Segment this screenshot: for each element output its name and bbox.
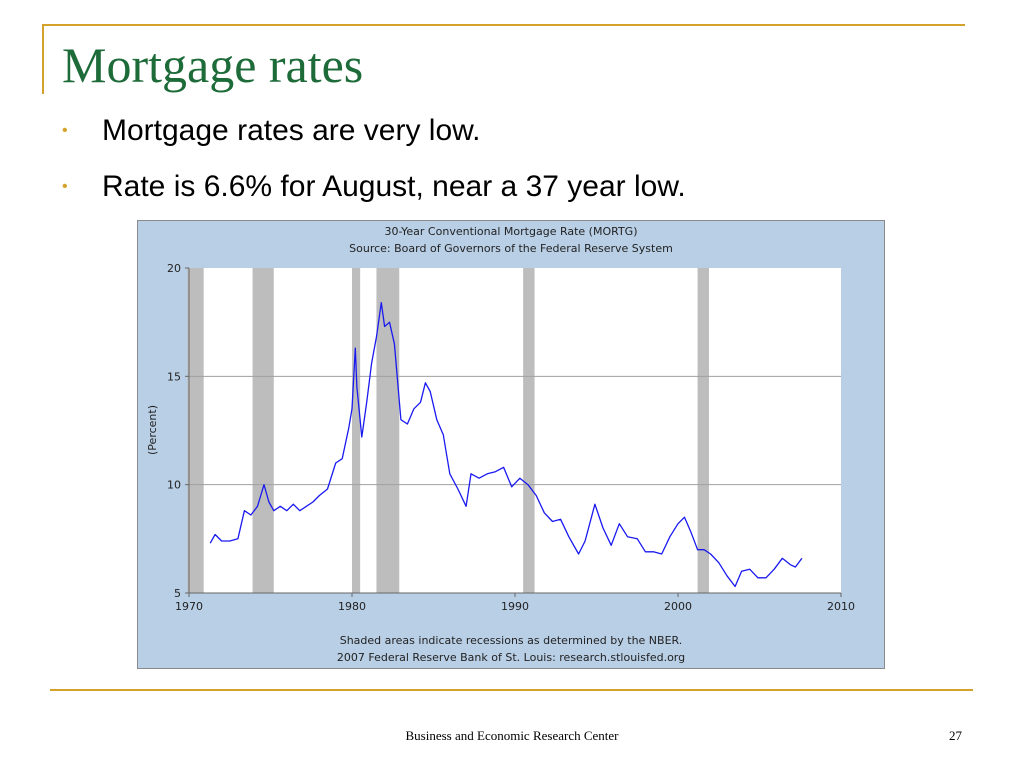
recession-band bbox=[376, 268, 400, 593]
page-number: 27 bbox=[949, 728, 962, 743]
chart-subtitle: Source: Board of Governors of the Federa… bbox=[349, 242, 673, 255]
recession-band bbox=[252, 268, 274, 593]
y-tick-label: 20 bbox=[167, 262, 181, 275]
top-accent-rule bbox=[42, 24, 965, 26]
recession-band bbox=[187, 268, 204, 593]
left-accent-rule bbox=[42, 24, 44, 94]
series-line bbox=[209, 302, 803, 588]
chart-title: 30-Year Conventional Mortgage Rate (MORT… bbox=[384, 225, 637, 238]
footer-text: Business and Economic Research Center bbox=[405, 728, 619, 743]
bullet-list: • Mortgage rates are very low. • Rate is… bbox=[62, 112, 686, 224]
recession-band bbox=[523, 268, 535, 593]
y-tick-label: 5 bbox=[174, 587, 181, 600]
mortgage-rate-chart: 30-Year Conventional Mortgage Rate (MORT… bbox=[137, 220, 885, 669]
plot-area bbox=[189, 268, 841, 593]
bottom-accent-rule bbox=[50, 689, 973, 691]
bullet-text: Rate is 6.6% for August, near a 37 year … bbox=[102, 170, 686, 203]
y-tick-label: 10 bbox=[167, 479, 181, 492]
x-tick-label: 2010 bbox=[827, 600, 855, 613]
y-tick-label: 15 bbox=[167, 370, 181, 383]
y-axis-label: (Percent) bbox=[146, 405, 159, 455]
x-tick-label: 1980 bbox=[338, 600, 366, 613]
x-tick-label: 2000 bbox=[664, 600, 692, 613]
bullet-item: • Mortgage rates are very low. bbox=[62, 112, 686, 150]
recession-band bbox=[352, 268, 361, 593]
bullet-glyph: • bbox=[62, 122, 68, 139]
bullet-glyph: • bbox=[62, 178, 68, 195]
bullet-text: Mortgage rates are very low. bbox=[102, 114, 481, 147]
chart-svg: 30-Year Conventional Mortgage Rate (MORT… bbox=[146, 225, 855, 664]
x-tick-label: 1990 bbox=[501, 600, 529, 613]
recession-note: Shaded areas indicate recessions as dete… bbox=[340, 634, 683, 647]
x-tick-label: 1970 bbox=[175, 600, 203, 613]
source-note: 2007 Federal Reserve Bank of St. Louis: … bbox=[337, 651, 685, 664]
slide-title: Mortgage rates bbox=[62, 37, 364, 93]
bullet-item: • Rate is 6.6% for August, near a 37 yea… bbox=[62, 168, 686, 206]
recession-band bbox=[697, 268, 709, 593]
